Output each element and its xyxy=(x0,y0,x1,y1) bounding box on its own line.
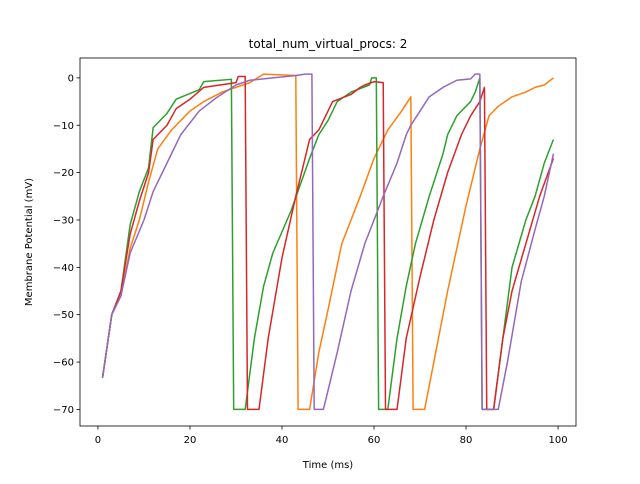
x-axis-label: Time (ms) xyxy=(302,460,354,471)
chart-title: total_num_virtual_procs: 2 xyxy=(249,37,408,51)
x-tick-label: 60 xyxy=(368,435,381,446)
y-tick-label: −20 xyxy=(53,168,74,179)
x-tick-label: 80 xyxy=(460,435,473,446)
y-tick-label: −60 xyxy=(53,358,74,369)
line-series xyxy=(101,75,555,411)
x-tick-label: 0 xyxy=(95,435,101,446)
y-tick-label: −40 xyxy=(53,263,74,274)
x-tick-label: 20 xyxy=(184,435,197,446)
y-tick-label: 0 xyxy=(68,73,74,84)
y-axis-label: Membrane Potential (mV) xyxy=(24,178,35,306)
line-series xyxy=(101,73,554,411)
y-tick-label: −30 xyxy=(53,215,74,226)
y-tick-label: −70 xyxy=(53,405,74,416)
y-tick-label: −50 xyxy=(53,310,74,321)
plot-frame xyxy=(79,57,577,427)
y-tick-label: −10 xyxy=(53,121,74,132)
line-series xyxy=(101,73,555,411)
x-tick-label: 100 xyxy=(549,435,568,446)
x-tick-label: 40 xyxy=(276,435,289,446)
